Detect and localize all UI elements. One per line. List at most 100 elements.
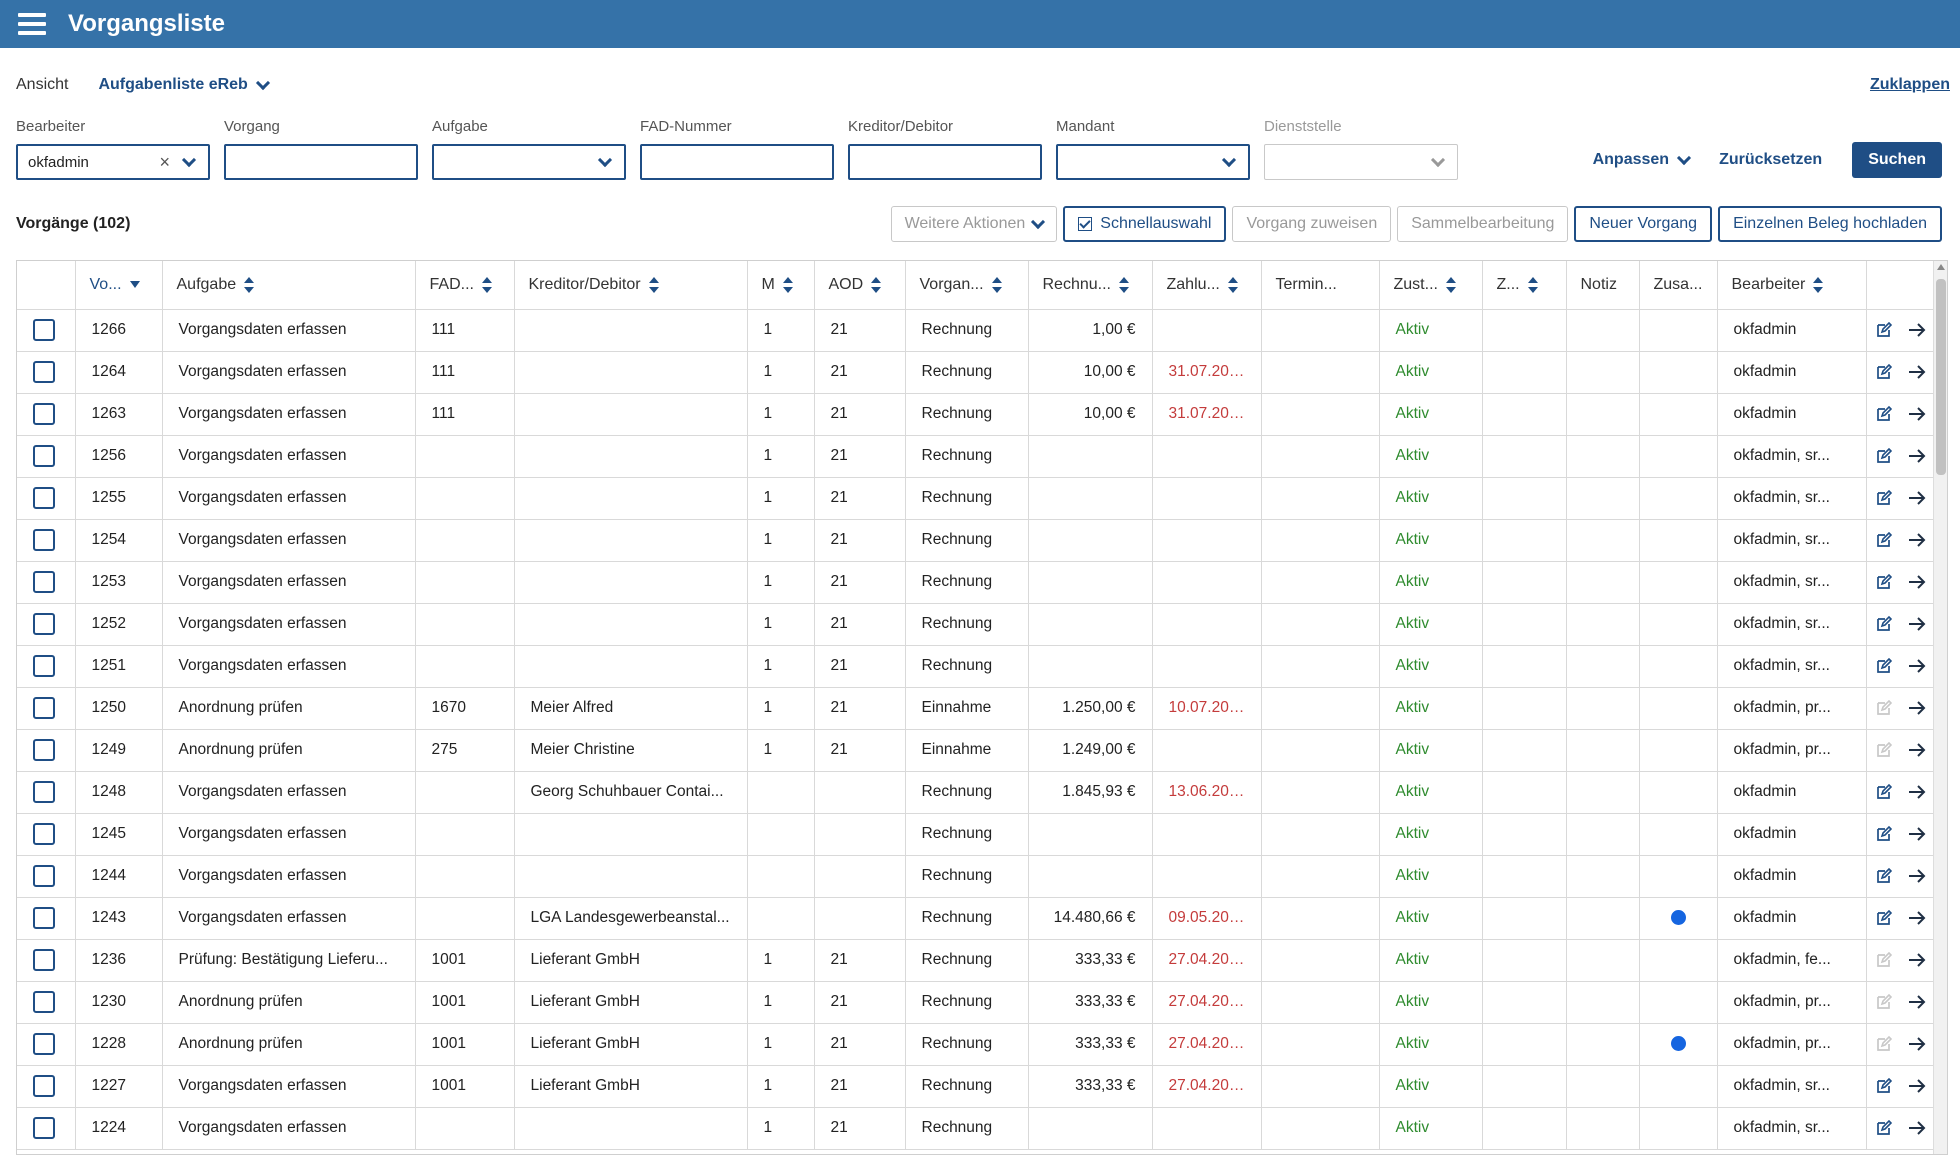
col-header-rechnungsbetrag[interactable]: Rechnu... (1028, 261, 1153, 310)
col-header-termin[interactable]: Termin... (1261, 261, 1380, 310)
table-row[interactable]: 1256 Vorgangsdaten erfassen 1 21 Rechnung Akt… (17, 435, 1935, 478)
vertical-scrollbar[interactable] (1933, 261, 1947, 1154)
open-arrow-icon[interactable] (1908, 575, 1926, 589)
more-actions-dropdown[interactable]: Weitere Aktionen (890, 206, 1058, 242)
row-checkbox[interactable] (33, 445, 55, 467)
row-checkbox[interactable] (33, 655, 55, 677)
quick-select-button[interactable]: Schnellauswahl (1063, 206, 1227, 242)
open-arrow-icon[interactable] (1908, 743, 1926, 757)
edit-icon[interactable] (1875, 447, 1892, 465)
edit-icon[interactable] (1875, 363, 1892, 381)
edit-icon[interactable] (1875, 825, 1892, 843)
row-checkbox[interactable] (33, 403, 55, 425)
open-arrow-icon[interactable] (1908, 785, 1926, 799)
open-arrow-icon[interactable] (1908, 911, 1926, 925)
edit-icon[interactable] (1875, 783, 1892, 801)
row-checkbox[interactable] (33, 991, 55, 1013)
col-header-bearbeiter[interactable]: Bearbeiter (1717, 261, 1867, 310)
open-arrow-icon[interactable] (1908, 323, 1926, 337)
anpassen-button[interactable]: Anpassen (1593, 150, 1692, 169)
edit-icon[interactable] (1875, 657, 1892, 675)
edit-icon[interactable] (1875, 573, 1892, 591)
mandant-select[interactable] (1056, 144, 1250, 180)
edit-icon[interactable] (1875, 321, 1892, 339)
row-checkbox[interactable] (33, 319, 55, 341)
open-arrow-icon[interactable] (1908, 1079, 1926, 1093)
col-header-z[interactable]: Z... (1482, 261, 1567, 310)
open-arrow-icon[interactable] (1908, 617, 1926, 631)
table-row[interactable]: 1255 Vorgangsdaten erfassen 1 21 Rechnung Akt… (17, 477, 1935, 520)
table-row[interactable]: 1245 Vorgangsdaten erfassen Rechnung Aktiv o… (17, 813, 1935, 856)
col-header-aod[interactable]: AOD (814, 261, 906, 310)
row-checkbox[interactable] (33, 697, 55, 719)
reset-button[interactable]: Zurücksetzen (1719, 151, 1823, 168)
table-row[interactable]: 1244 Vorgangsdaten erfassen Rechnung Aktiv o… (17, 855, 1935, 898)
row-checkbox[interactable] (33, 1033, 55, 1055)
col-header-m[interactable]: M (747, 261, 815, 310)
collapse-link[interactable]: Zuklappen (1869, 76, 1950, 93)
edit-icon[interactable] (1875, 909, 1892, 927)
table-row[interactable]: 1227 Vorgangsdaten erfassen 1001 Lieferant … (17, 1065, 1935, 1108)
edit-icon[interactable] (1875, 867, 1892, 885)
edit-icon[interactable] (1875, 489, 1892, 507)
row-checkbox[interactable] (33, 781, 55, 803)
table-row[interactable]: 1243 Vorgangsdaten erfassen LGA Landesgewe… (17, 897, 1935, 940)
view-dropdown[interactable]: Aufgabenliste eReb (98, 75, 270, 94)
open-arrow-icon[interactable] (1908, 953, 1926, 967)
aufgabe-select[interactable] (432, 144, 626, 180)
open-arrow-icon[interactable] (1908, 1037, 1926, 1051)
open-arrow-icon[interactable] (1908, 407, 1926, 421)
row-checkbox[interactable] (33, 613, 55, 635)
scroll-thumb[interactable] (1936, 279, 1946, 475)
col-header-vorgangsart[interactable]: Vorgan... (905, 261, 1029, 310)
bearbeiter-select[interactable]: okfadmin × (16, 144, 210, 180)
new-case-button[interactable]: Neuer Vorgang (1574, 206, 1713, 242)
edit-icon[interactable] (1875, 531, 1892, 549)
upload-button[interactable]: Einzelnen Beleg hochladen (1718, 206, 1942, 242)
table-row[interactable]: 1248 Vorgangsdaten erfassen Georg Schuhbau… (17, 771, 1935, 814)
open-arrow-icon[interactable] (1908, 995, 1926, 1009)
clear-icon[interactable]: × (159, 151, 170, 172)
table-row[interactable]: 1228 Anordnung prüfen 1001 Lieferant GmbH 1 2… (17, 1023, 1935, 1066)
assign-button[interactable]: Vorgang zuweisen (1232, 206, 1392, 242)
col-header-fad[interactable]: FAD... (415, 261, 515, 310)
row-checkbox[interactable] (33, 529, 55, 551)
open-arrow-icon[interactable] (1908, 365, 1926, 379)
menu-icon[interactable] (18, 13, 46, 35)
col-header-zustand[interactable]: Zust... (1379, 261, 1483, 310)
col-header-vorgang[interactable]: Vo... (75, 261, 163, 310)
row-checkbox[interactable] (33, 487, 55, 509)
row-checkbox[interactable] (33, 361, 55, 383)
edit-icon[interactable] (1875, 615, 1892, 633)
fad-input[interactable] (640, 144, 834, 180)
table-row[interactable]: 1254 Vorgangsdaten erfassen 1 21 Rechnung Akt… (17, 519, 1935, 562)
table-row[interactable]: 1224 Vorgangsdaten erfassen 1 21 Rechnung Akt… (17, 1107, 1935, 1150)
row-checkbox[interactable] (33, 571, 55, 593)
edit-icon[interactable] (1875, 1119, 1892, 1137)
row-checkbox[interactable] (33, 1075, 55, 1097)
row-checkbox[interactable] (33, 865, 55, 887)
edit-icon[interactable] (1875, 405, 1892, 423)
row-checkbox[interactable] (33, 1117, 55, 1139)
edit-icon[interactable] (1875, 1077, 1892, 1095)
col-header-zahlung[interactable]: Zahlu... (1152, 261, 1262, 310)
table-row[interactable]: 1251 Vorgangsdaten erfassen 1 21 Rechnung Akt… (17, 645, 1935, 688)
table-row[interactable]: 1249 Anordnung prüfen 275 Meier Christine 1 2… (17, 729, 1935, 772)
open-arrow-icon[interactable] (1908, 491, 1926, 505)
row-checkbox[interactable] (33, 739, 55, 761)
open-arrow-icon[interactable] (1908, 701, 1926, 715)
search-button[interactable]: Suchen (1852, 142, 1942, 178)
table-row[interactable]: 1253 Vorgangsdaten erfassen 1 21 Rechnung Akt… (17, 561, 1935, 604)
open-arrow-icon[interactable] (1908, 827, 1926, 841)
row-checkbox[interactable] (33, 823, 55, 845)
row-checkbox[interactable] (33, 949, 55, 971)
row-checkbox[interactable] (33, 907, 55, 929)
table-row[interactable]: 1236 Prüfung: Bestätigung Lieferu... 1001 L… (17, 939, 1935, 982)
scroll-up-icon[interactable] (1937, 264, 1945, 270)
col-header-kreditor[interactable]: Kreditor/Debitor (514, 261, 748, 310)
vorgang-input[interactable] (224, 144, 418, 180)
bulk-edit-button[interactable]: Sammelbearbeitung (1397, 206, 1569, 242)
table-row[interactable]: 1263 Vorgangsdaten erfassen 111 1 21 Rechnung… (17, 393, 1935, 436)
kreditor-input[interactable] (848, 144, 1042, 180)
open-arrow-icon[interactable] (1908, 533, 1926, 547)
